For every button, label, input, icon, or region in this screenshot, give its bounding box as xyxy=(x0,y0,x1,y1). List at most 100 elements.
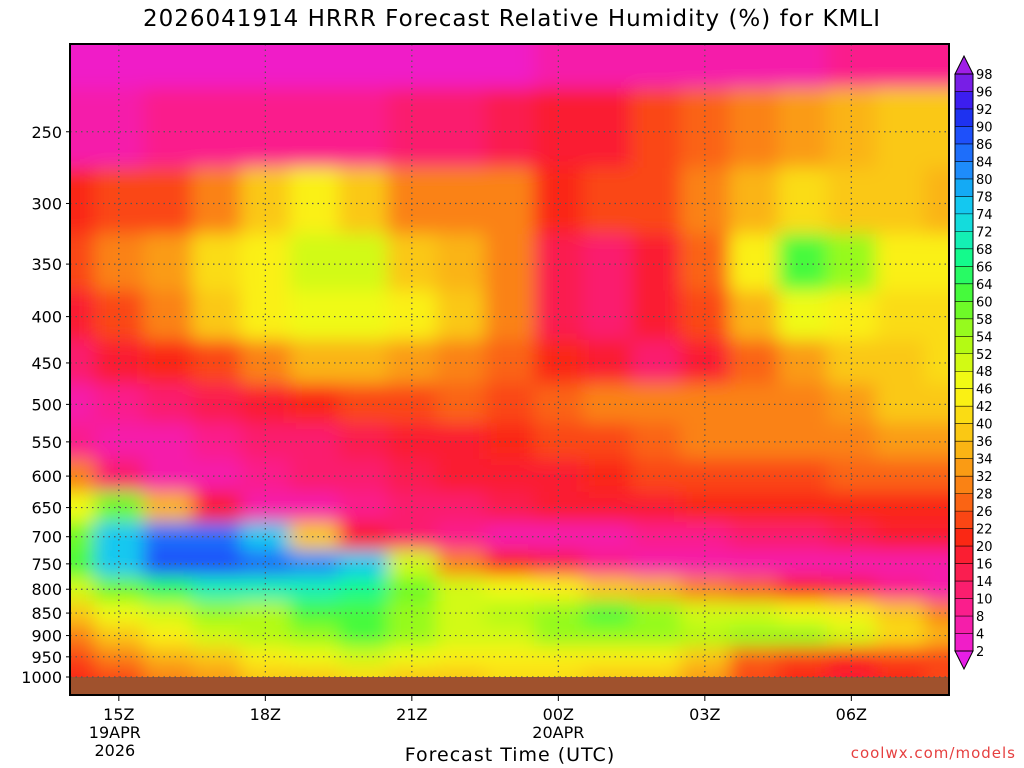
rh-cell xyxy=(289,646,340,668)
colorbar-max-arrow xyxy=(954,54,974,75)
rh-cell xyxy=(485,167,535,235)
rh-cell xyxy=(485,44,535,89)
rh-cell xyxy=(729,550,779,578)
rh-cell xyxy=(143,491,193,523)
rh-cell xyxy=(289,233,340,291)
rh-cell xyxy=(240,339,291,385)
colorbar-tick-label: 80 xyxy=(976,173,993,188)
colorbar-tick-label: 90 xyxy=(976,120,993,135)
x-tick-date: 2026 xyxy=(94,741,135,760)
rh-cell xyxy=(778,87,828,169)
rh-cell xyxy=(631,522,681,551)
rh-cell xyxy=(94,601,144,625)
rh-cell xyxy=(289,44,340,89)
rh-cell xyxy=(582,423,633,460)
rh-cell xyxy=(338,233,388,291)
colorbar-swatch xyxy=(955,196,973,215)
rh-cell xyxy=(387,339,437,385)
y-tick-label: 800 xyxy=(31,580,62,599)
rh-cell xyxy=(485,576,535,602)
rh-cell xyxy=(338,167,388,235)
colorbar-tick-label: 20 xyxy=(976,540,993,555)
rh-cell xyxy=(192,576,242,602)
rh-cell xyxy=(533,522,584,551)
rh-cell xyxy=(680,383,730,424)
colorbar-swatch xyxy=(955,616,973,634)
rh-cell xyxy=(143,290,193,341)
rh-cell xyxy=(582,601,633,625)
rh-cell xyxy=(680,290,730,341)
colorbar-swatch xyxy=(955,143,973,162)
rh-cell xyxy=(485,459,535,493)
rh-cell xyxy=(436,233,486,291)
rh-cell xyxy=(631,339,681,385)
y-tick-label: 450 xyxy=(31,354,62,373)
grid-lines xyxy=(70,44,949,678)
rh-cell xyxy=(289,624,340,647)
rh-cell xyxy=(680,624,730,647)
colorbar-tick-label: 42 xyxy=(976,400,993,415)
rh-cell xyxy=(70,44,95,89)
rh-cell xyxy=(533,601,584,625)
rh-cell xyxy=(289,491,340,523)
rh-cell xyxy=(192,167,242,235)
rh-cell xyxy=(875,44,926,89)
x-tick-date: 19APR xyxy=(89,723,141,742)
credit-link[interactable]: coolwx.com/models xyxy=(850,744,1016,762)
rh-cell xyxy=(582,44,633,89)
rh-cell xyxy=(143,87,193,169)
rh-cell xyxy=(338,646,388,668)
rh-cell xyxy=(70,233,95,291)
rh-cell xyxy=(192,522,242,551)
rh-cell xyxy=(192,44,242,89)
rh-cell xyxy=(582,167,633,235)
colorbar-swatch xyxy=(955,213,973,232)
rh-cell xyxy=(778,44,828,89)
rh-cell xyxy=(533,339,584,385)
rh-cell xyxy=(729,339,779,385)
colorbar-tick-label: 54 xyxy=(976,330,993,345)
rh-cell xyxy=(485,290,535,341)
y-tick-label: 300 xyxy=(31,194,62,213)
rh-cell xyxy=(289,576,340,602)
rh-cell xyxy=(289,339,340,385)
rh-cell xyxy=(143,339,193,385)
y-tick-label: 650 xyxy=(31,499,62,518)
colorbar-swatch xyxy=(955,283,973,302)
rh-cell xyxy=(143,459,193,493)
rh-cell xyxy=(533,383,584,424)
rh-cell xyxy=(436,383,486,424)
rh-cell xyxy=(875,290,926,341)
rh-cell xyxy=(240,459,291,493)
colorbar-tick-label: 72 xyxy=(976,225,993,240)
rh-cell xyxy=(240,522,291,551)
colorbar-tick-label: 22 xyxy=(976,523,993,538)
colorbar: 2481014162022262832343640424648525458606… xyxy=(954,54,993,671)
rh-cell xyxy=(631,550,681,578)
rh-cell xyxy=(338,423,388,460)
rh-cell xyxy=(289,550,340,578)
x-tick-label: 15Z xyxy=(103,705,134,724)
rh-cell xyxy=(289,87,340,169)
colorbar-tick-label: 2 xyxy=(976,645,984,660)
rh-cell xyxy=(680,339,730,385)
colorbar-tick-label: 34 xyxy=(976,453,993,468)
colorbar-tick-label: 66 xyxy=(976,260,993,275)
x-tick-label: 21Z xyxy=(396,705,427,724)
rh-cell xyxy=(533,290,584,341)
colorbar-tick-label: 46 xyxy=(976,383,993,398)
rh-cell xyxy=(192,339,242,385)
rh-cell xyxy=(436,339,486,385)
colorbar-swatch xyxy=(955,546,973,564)
rh-cell xyxy=(582,459,633,493)
y-tick-label: 600 xyxy=(31,467,62,486)
rh-cell xyxy=(778,233,828,291)
colorbar-swatch xyxy=(955,458,973,477)
rh-cell xyxy=(582,550,633,578)
rh-cell xyxy=(338,44,388,89)
colorbar-tick-label: 14 xyxy=(976,575,993,590)
rh-cell xyxy=(143,383,193,424)
colorbar-swatch xyxy=(955,598,973,617)
rh-cell xyxy=(729,423,779,460)
rh-cell xyxy=(778,290,828,341)
